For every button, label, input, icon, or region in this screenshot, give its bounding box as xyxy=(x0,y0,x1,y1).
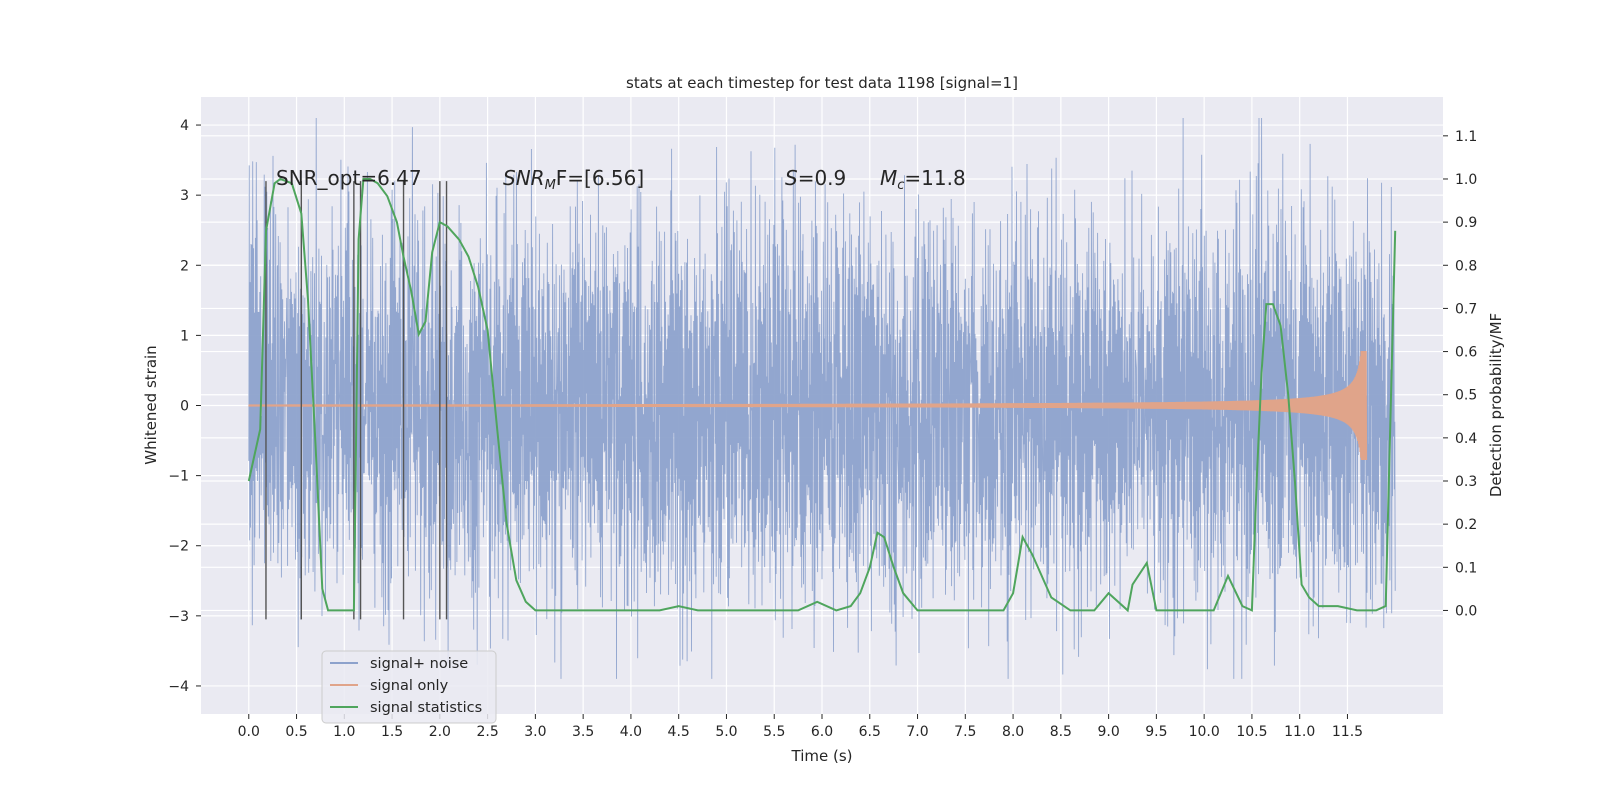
x-tick-label: 7.0 xyxy=(906,724,928,740)
x-tick-label: 0.5 xyxy=(285,724,307,740)
y2-tick-label: 0.0 xyxy=(1455,603,1477,619)
y-tick-label: 2 xyxy=(180,258,189,274)
x-tick-label: 1.5 xyxy=(381,724,403,740)
y-tick-label: 3 xyxy=(180,188,189,204)
legend-label-signal-statistics: signal statistics xyxy=(370,700,482,716)
y2-tick-label: 0.5 xyxy=(1455,388,1477,404)
x-tick-label: 0.0 xyxy=(238,724,260,740)
x-tick-label: 4.5 xyxy=(668,724,690,740)
legend: signal+ noise signal only signal statist… xyxy=(321,650,497,724)
x-tick-label: 2.0 xyxy=(429,724,451,740)
x-tick-label: 6.0 xyxy=(811,724,833,740)
legend-label-signal-noise: signal+ noise xyxy=(370,656,468,672)
y2-tick-label: 0.7 xyxy=(1455,301,1477,317)
y-axis-ticks: −4 −3 −2 −1 0 1 2 3 4 xyxy=(168,118,201,695)
annotation-s: S=0.9 xyxy=(785,166,846,190)
y2-tick-label: 0.2 xyxy=(1455,517,1477,533)
y-tick-label: −2 xyxy=(168,539,189,555)
y2-tick-label: 1.0 xyxy=(1455,172,1477,188)
x-tick-label: 8.0 xyxy=(1002,724,1024,740)
annotation-snr-opt: SNR_opt=6.47 xyxy=(276,166,422,190)
annotation-mc-sub: c xyxy=(897,178,904,193)
y2-tick-label: 0.1 xyxy=(1455,560,1477,576)
annotation-snr-mf: SNRMF=[6.56] xyxy=(503,166,644,193)
y-tick-label: −4 xyxy=(168,679,189,695)
chirp-trace xyxy=(248,350,1368,461)
annotation-s-value: =0.9 xyxy=(798,166,847,190)
y-tick-label: −1 xyxy=(168,469,189,485)
annotation-mc-label: M xyxy=(880,166,897,190)
y-tick-label: 0 xyxy=(180,399,189,415)
annotation-mc-value: =11.8 xyxy=(904,166,965,190)
y2-tick-label: 0.4 xyxy=(1455,431,1477,447)
x-tick-label: 3.5 xyxy=(572,724,594,740)
x-tick-label: 5.0 xyxy=(715,724,737,740)
annotation-s-label: S xyxy=(785,166,798,190)
annotation-snr-mf-sub: M xyxy=(545,178,556,193)
x-tick-label: 9.0 xyxy=(1097,724,1119,740)
y2-tick-label: 1.1 xyxy=(1455,129,1477,145)
x-tick-label: 8.5 xyxy=(1050,724,1072,740)
y2-tick-label: 0.3 xyxy=(1455,474,1477,490)
y2-tick-label: 0.8 xyxy=(1455,258,1477,274)
y-tick-label: 4 xyxy=(180,118,189,134)
x-tick-label: 11.0 xyxy=(1284,724,1315,740)
x-tick-label: 5.5 xyxy=(763,724,785,740)
x-tick-label: 2.5 xyxy=(476,724,498,740)
chart-title: stats at each timestep for test data 119… xyxy=(626,74,1018,92)
y2-tick-label: 0.9 xyxy=(1455,215,1477,231)
series-signal-statistics xyxy=(247,177,1397,613)
y2-axis-title: Detection probability/MF xyxy=(1487,313,1505,497)
annotation-mc: Mc=11.8 xyxy=(880,166,966,193)
x-axis-title: Time (s) xyxy=(791,747,853,765)
y-tick-label: −3 xyxy=(168,609,189,625)
annotation-snr-mf-label: SNR xyxy=(503,166,545,190)
x-axis-ticks: 0.0 0.5 1.0 1.5 2.0 2.5 3.0 3.5 4.0 4.5 5.0 5.5 6.0 6… xyxy=(238,714,1363,740)
x-tick-label: 11.5 xyxy=(1332,724,1363,740)
x-tick-label: 6.5 xyxy=(859,724,881,740)
x-tick-label: 10.0 xyxy=(1189,724,1220,740)
legend-box xyxy=(321,650,497,724)
x-tick-label: 1.0 xyxy=(333,724,355,740)
y2-axis-ticks: 0.0 0.1 0.2 0.3 0.4 0.5 0.6 0.7 0.8 0.9 1.0 1.1 xyxy=(1443,129,1477,619)
y2-tick-label: 0.6 xyxy=(1455,345,1477,361)
x-tick-label: 4.0 xyxy=(620,724,642,740)
annotation-snr-mf-tail: F=[6.56] xyxy=(556,166,644,190)
series-signal-only xyxy=(248,350,1368,461)
x-tick-label: 7.5 xyxy=(954,724,976,740)
x-tick-label: 10.5 xyxy=(1236,724,1267,740)
x-tick-label: 9.5 xyxy=(1145,724,1167,740)
statistics-line xyxy=(247,177,1397,613)
y-tick-label: 1 xyxy=(180,328,189,344)
x-tick-label: 3.0 xyxy=(524,724,546,740)
legend-label-signal-only: signal only xyxy=(370,678,449,694)
y-axis-title: Whitened strain xyxy=(142,345,160,464)
